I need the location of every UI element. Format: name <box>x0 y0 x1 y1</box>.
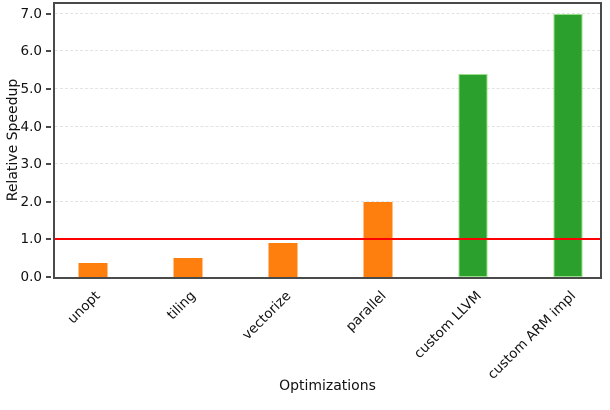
gridline <box>55 12 600 14</box>
y-tick-label: 2.0 <box>20 193 42 210</box>
y-tick-label: 1.0 <box>20 231 42 248</box>
y-tick-mark <box>46 200 51 203</box>
gridline <box>55 200 600 202</box>
x-tick-label-custom-arm-impl: custom ARM impl <box>484 288 580 383</box>
y-tick-mark <box>46 238 51 241</box>
y-tick-label: 6.0 <box>20 43 42 60</box>
x-axis-tick-labels: unopt tiling vectorize parallel custom LLVM c… <box>55 281 600 383</box>
gridline <box>55 125 600 127</box>
bar-vectorize <box>268 243 298 277</box>
plot-area <box>53 2 602 279</box>
y-tick-mark <box>46 50 51 53</box>
gridline <box>55 163 600 165</box>
y-tick-label: 4.0 <box>20 118 42 135</box>
y-tick-label: 5.0 <box>20 80 42 97</box>
y-tick-mark <box>46 12 51 15</box>
x-tick-label-parallel: parallel <box>342 288 390 335</box>
y-tick-mark <box>46 163 51 166</box>
y-tick-mark <box>46 276 51 278</box>
x-tick-label-vectorize: vectorize <box>238 288 295 344</box>
x-axis-label: Optimizations <box>279 378 376 394</box>
gridline <box>55 50 600 52</box>
bar-tiling <box>173 258 203 277</box>
y-tick-mark <box>46 125 51 128</box>
bar-custom-arm-impl <box>553 13 583 277</box>
reference-line <box>55 238 600 241</box>
x-tick-label-custom-llvm: custom LLVM <box>410 288 485 362</box>
y-axis-ticks: 0.0 1.0 2.0 3.0 4.0 5.0 6.0 7.0 <box>0 4 51 285</box>
y-tick-mark <box>46 87 51 90</box>
x-tick-label-tiling: tiling <box>163 288 200 324</box>
y-tick-label: 3.0 <box>20 156 42 173</box>
bar-unopt <box>78 263 108 277</box>
gridline <box>55 87 600 89</box>
x-tick-label-unopt: unopt <box>64 288 104 328</box>
bar-custom-llvm <box>458 73 488 277</box>
y-tick-label: 0.0 <box>20 269 42 285</box>
y-tick-label: 7.0 <box>20 5 42 22</box>
